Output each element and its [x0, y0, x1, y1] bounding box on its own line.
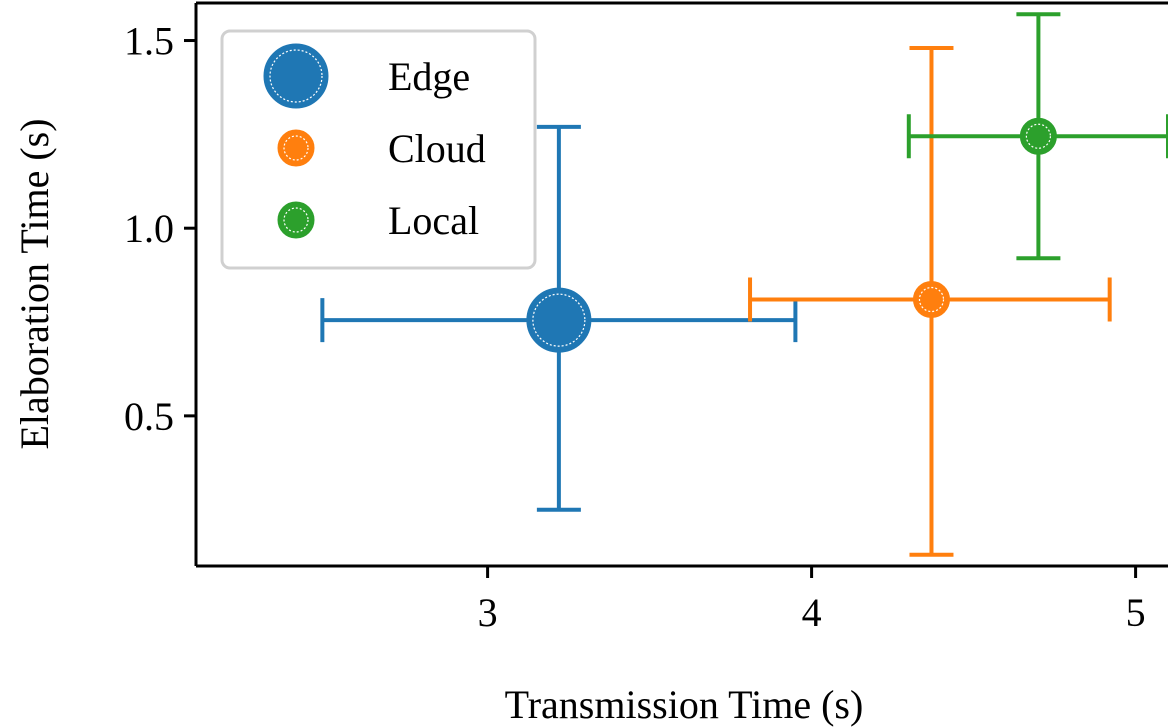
series-local — [906, 12, 1168, 261]
series-cloud — [748, 46, 1112, 557]
legend-label: Edge — [388, 54, 470, 99]
legend: Edge Cloud Local — [220, 29, 537, 270]
series-edge — [320, 124, 798, 512]
x-axis-title: Transmission Time (s) — [505, 682, 864, 727]
legend-marker — [263, 43, 329, 109]
marker-highlight-ring — [532, 293, 586, 347]
marker-highlight-ring — [918, 286, 945, 313]
y-axis-title: Elaboration Time (s) — [12, 118, 57, 449]
x-tick-label: 5 — [1126, 590, 1146, 635]
y-tick-label: 0.5 — [124, 394, 174, 439]
plot-frame — [194, 1, 1168, 568]
x-tick-label: 4 — [802, 590, 822, 635]
legend-marker-ring — [283, 207, 309, 233]
data-point-marker — [526, 287, 592, 353]
y-tick-label: 1.0 — [124, 206, 174, 251]
legend-marker-ring — [269, 49, 323, 103]
x-axis-ticks: 3 4 5 — [478, 566, 1146, 635]
y-axis-ticks: 0.5 1.0 1.5 — [124, 19, 196, 439]
marker-highlight-ring — [1025, 123, 1052, 149]
legend-item-local: Local — [277, 198, 479, 243]
legend-item-cloud: Cloud — [277, 126, 486, 171]
legend-label: Cloud — [388, 126, 486, 171]
series-layer — [320, 12, 1168, 557]
legend-item-edge: Edge — [263, 43, 470, 109]
legend-label: Local — [388, 198, 479, 243]
y-tick-label: 1.5 — [124, 19, 174, 64]
x-tick-label: 3 — [478, 590, 498, 635]
legend-marker-ring — [283, 135, 309, 161]
